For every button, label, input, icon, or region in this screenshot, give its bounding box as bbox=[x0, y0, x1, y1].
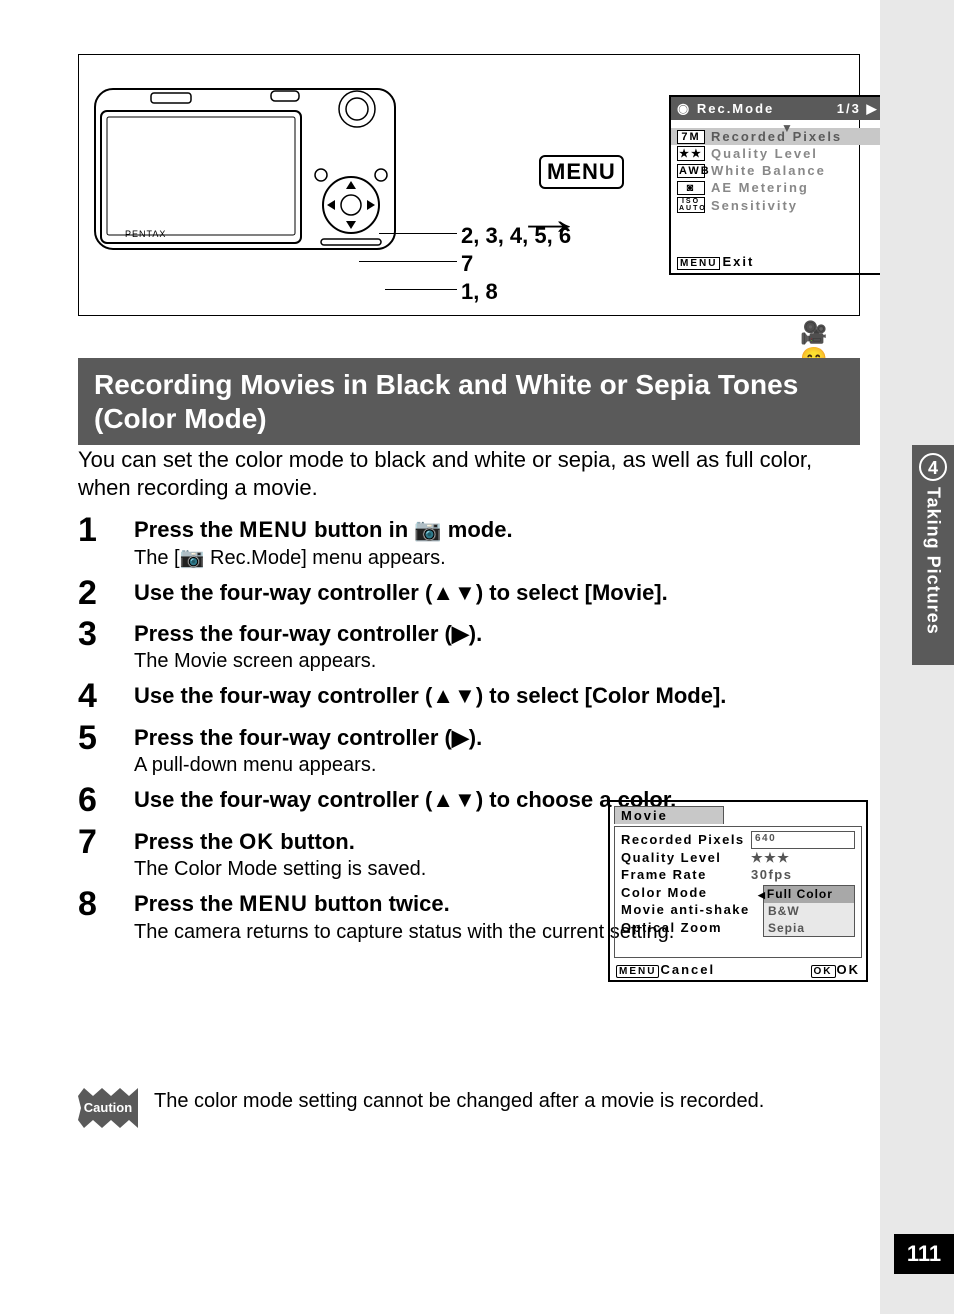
lcd-menu-item: ISO AUTO Sensitivity bbox=[671, 196, 903, 214]
step-heading: Press the MENU button in 📷 mode. bbox=[134, 516, 860, 544]
camera-icon: ◉ bbox=[677, 100, 691, 116]
chapter-number: 4 bbox=[919, 453, 947, 481]
lcd-menu-item: AWB White Balance bbox=[671, 162, 903, 179]
menu-button-label: MENU bbox=[539, 155, 624, 189]
lcd-item-label: Sensitivity bbox=[711, 198, 798, 213]
lcd-rec-mode-page: 1/3 bbox=[837, 101, 861, 116]
caution-badge: Caution bbox=[78, 1088, 138, 1128]
lcd-menu-item: ◙ AE Metering bbox=[671, 179, 903, 196]
step-number: 4 bbox=[78, 678, 134, 715]
step: 1 Press the MENU button in 📷 mode. The [… bbox=[78, 512, 860, 571]
step-description: The Movie screen appears. bbox=[134, 649, 860, 674]
right-margin: 4 Taking Pictures 111 bbox=[880, 0, 954, 1314]
step-number: 8 bbox=[78, 886, 134, 945]
step-number: 5 bbox=[78, 720, 134, 779]
lcd-item-icon: ◙ bbox=[677, 181, 705, 195]
menu-tag: MENU bbox=[616, 965, 659, 978]
step-number: 6 bbox=[78, 782, 134, 819]
lcd-movie-row: Quality Level★★★ bbox=[621, 849, 855, 867]
step-heading: Use the four-way controller (▲▼) to sele… bbox=[134, 682, 860, 710]
leader-label-2: 7 bbox=[461, 251, 473, 277]
camera-illustration: PENTAX bbox=[89, 83, 409, 263]
step-heading: Press the four-way controller (▶). bbox=[134, 724, 860, 752]
page-number: 111 bbox=[894, 1234, 954, 1274]
step-description: A pull-down menu appears. bbox=[134, 753, 860, 778]
lcd-movie-footer: MENUCancel OKOK bbox=[616, 962, 860, 977]
lcd-item-icon: ISO AUTO bbox=[677, 197, 705, 213]
svg-text:PENTAX: PENTAX bbox=[125, 229, 166, 239]
lcd-movie-row: Frame Rate30fps bbox=[621, 866, 855, 884]
intro-text: You can set the color mode to black and … bbox=[78, 446, 860, 501]
leader-label-1: 2, 3, 4, 5, 6 bbox=[461, 223, 571, 249]
step-number: 3 bbox=[78, 616, 134, 675]
step: 3 Press the four-way controller (▶). The… bbox=[78, 616, 860, 675]
lcd-footer-label: Exit bbox=[722, 254, 754, 269]
leader-line bbox=[359, 261, 457, 262]
chapter-tab: 4 Taking Pictures bbox=[912, 445, 954, 665]
lcd-rec-mode: ◉ Rec.Mode 1/3 ▶ ✖ ▼ 7M Recorded Pixels … bbox=[669, 95, 905, 275]
lcd-movie-dropdown: Full Color B&W Sepia bbox=[763, 885, 855, 937]
lcd-movie-row: Recorded Pixels640 bbox=[621, 831, 855, 849]
leader-label-3: 1, 8 bbox=[461, 279, 498, 305]
ok-tag: OK bbox=[811, 965, 836, 978]
leader-line bbox=[385, 289, 457, 290]
camera-icon: 📷 bbox=[414, 517, 441, 542]
page: PENTAX MENU → 2, 3, 4, 5, 6 7 1, 8 ◉ Rec… bbox=[0, 0, 880, 1314]
step: 4 Use the four-way controller (▲▼) to se… bbox=[78, 678, 860, 715]
lcd-item-icon: 7M bbox=[677, 130, 705, 144]
lcd-item-label: White Balance bbox=[711, 163, 826, 178]
dropdown-option: Sepia bbox=[764, 920, 854, 937]
lcd-item-label: Recorded Pixels bbox=[711, 129, 842, 144]
dropdown-option: B&W bbox=[764, 903, 854, 920]
lcd-rec-mode-title: Rec.Mode bbox=[697, 101, 774, 116]
step-number: 7 bbox=[78, 824, 134, 883]
caution-text: The color mode setting cannot be changed… bbox=[154, 1088, 860, 1114]
lcd-item-icon: AWB bbox=[677, 164, 705, 178]
step-heading: Press the four-way controller (▶). bbox=[134, 620, 860, 648]
leader-line bbox=[379, 233, 457, 234]
lcd-rec-mode-header: ◉ Rec.Mode 1/3 ▶ ✖ bbox=[671, 97, 903, 120]
menu-tag: MENU bbox=[677, 257, 720, 270]
lcd-rec-mode-footer: MENUExit bbox=[677, 254, 754, 269]
lcd-item-label: Quality Level bbox=[711, 146, 818, 161]
diagram-box: PENTAX MENU → 2, 3, 4, 5, 6 7 1, 8 ◉ Rec… bbox=[78, 54, 860, 316]
step-heading: Use the four-way controller (▲▼) to sele… bbox=[134, 579, 860, 607]
step: 2 Use the four-way controller (▲▼) to se… bbox=[78, 575, 860, 612]
lcd-movie-body: Recorded Pixels640 Quality Level★★★ Fram… bbox=[614, 826, 862, 958]
lcd-item-label: AE Metering bbox=[711, 180, 809, 195]
lcd-movie-tab: Movie bbox=[614, 806, 724, 824]
step-number: 2 bbox=[78, 575, 134, 612]
down-triangle-icon: ▼ bbox=[781, 121, 793, 135]
caution-block: Caution The color mode setting cannot be… bbox=[78, 1088, 860, 1128]
step-description: The [📷 Rec.Mode] menu appears. bbox=[134, 546, 860, 571]
chapter-label: Taking Pictures bbox=[923, 487, 944, 635]
step: 5 Press the four-way controller (▶). A p… bbox=[78, 720, 860, 779]
lcd-movie: Movie Recorded Pixels640 Quality Level★★… bbox=[608, 800, 868, 982]
dropdown-option: Full Color bbox=[764, 886, 854, 903]
lcd-item-icon: ★★ bbox=[677, 146, 705, 161]
section-title: Recording Movies in Black and White or S… bbox=[78, 358, 860, 445]
lcd-menu-item: ★★ Quality Level bbox=[671, 145, 903, 162]
step-number: 1 bbox=[78, 512, 134, 571]
